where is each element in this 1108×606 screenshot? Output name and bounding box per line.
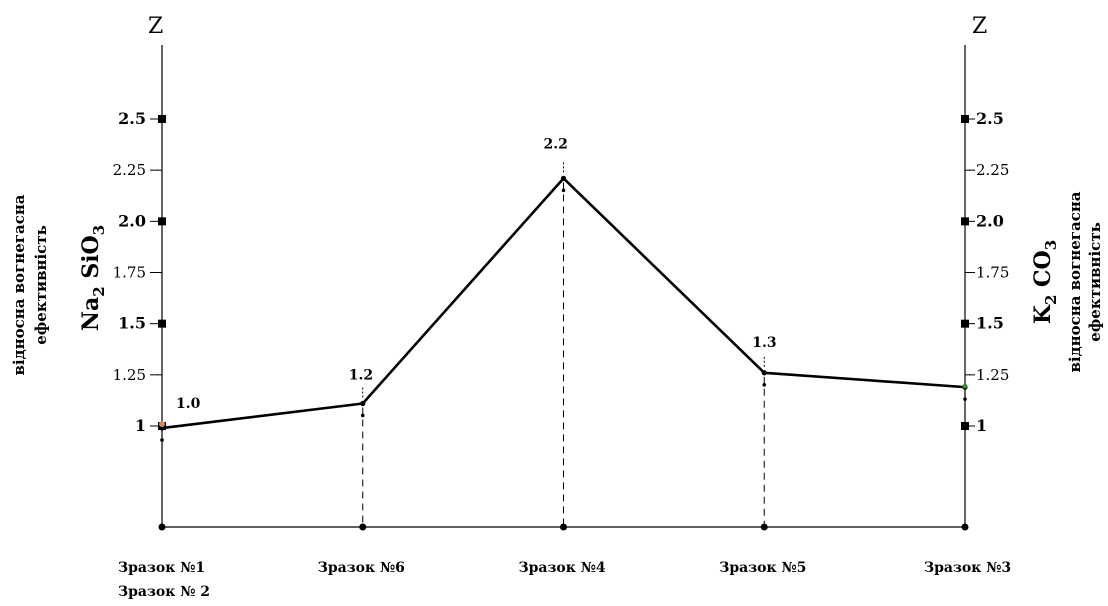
right-substance-sub2: 3 bbox=[1042, 240, 1060, 250]
point-marker-bottom bbox=[160, 438, 164, 442]
data-label: 1.0 bbox=[176, 396, 201, 412]
left-tick-label: 2.25 bbox=[113, 161, 146, 179]
data-point bbox=[560, 175, 567, 181]
right-substance-formula: K2 CO3 bbox=[1030, 240, 1060, 324]
left-tick-label: 1 bbox=[135, 416, 146, 435]
right-tick-square bbox=[961, 319, 969, 328]
right-tick-square bbox=[961, 217, 969, 226]
left-side-label: відносна вогнегасна ефективність bbox=[10, 194, 50, 375]
left-tick-square bbox=[158, 217, 166, 226]
right-axis-title: Z bbox=[972, 14, 987, 39]
right-tick-label: 1.25 bbox=[976, 366, 1009, 384]
right-substance-base1: K bbox=[1030, 304, 1056, 324]
category-label: Зразок №4 bbox=[519, 560, 606, 576]
right-tick-square bbox=[961, 422, 969, 430]
left-tick-square bbox=[158, 319, 166, 328]
left-axis-title: Z bbox=[148, 14, 163, 39]
guides-layer bbox=[362, 182, 765, 527]
category-label: Зразок №1 bbox=[118, 560, 205, 576]
right-tick-label: 2.25 bbox=[976, 161, 1009, 179]
left-side-label-line-1: відносна вогнегасна bbox=[10, 194, 28, 375]
left-substance-base2: SiO bbox=[78, 235, 104, 286]
data-label: 2.2 bbox=[544, 136, 568, 152]
left-tick-label: 2.5 bbox=[118, 109, 146, 128]
category-label: Зразок №5 bbox=[719, 560, 806, 576]
left-side-label-line-2: ефективність bbox=[32, 225, 50, 345]
category-dot bbox=[158, 523, 166, 531]
right-side-label-line-2: ефективність bbox=[1086, 222, 1104, 342]
data-label: 1.3 bbox=[752, 335, 776, 351]
right-substance-sub1: 2 bbox=[1042, 295, 1060, 305]
right-tick-label: 2.0 bbox=[976, 211, 1004, 230]
left-tick-label: 2.0 bbox=[118, 211, 146, 230]
labels-layer: Z Z 1 1.25 1.5 1.75 2.0 2.25 2.5 1 1.25 1.5 1.75 2.0 2… bbox=[10, 14, 1104, 600]
point-marker-bottom bbox=[762, 382, 767, 387]
first-point-accent bbox=[159, 421, 165, 428]
left-tick-label: 1.75 bbox=[113, 264, 146, 282]
data-label: 1.2 bbox=[349, 367, 373, 383]
left-substance-base1: Na bbox=[78, 297, 104, 331]
left-substance-sub1: 2 bbox=[90, 286, 108, 296]
right-substance: K2 CO3 bbox=[1030, 240, 1060, 324]
right-side-label: відносна вогнегасна ефективність bbox=[1066, 191, 1104, 372]
series-layer bbox=[159, 162, 968, 442]
left-substance: Na2 SiO3 bbox=[78, 225, 108, 331]
data-point bbox=[761, 370, 767, 376]
right-side-label-line-1: відносна вогнегасна bbox=[1066, 191, 1084, 372]
last-point-accent bbox=[962, 383, 968, 389]
data-point bbox=[360, 400, 366, 407]
left-substance-formula: Na2 SiO3 bbox=[78, 225, 108, 331]
category-label: Зразок №6 bbox=[318, 560, 405, 576]
category-dot bbox=[560, 523, 567, 531]
right-tick-label: 1.75 bbox=[976, 264, 1009, 282]
category-dot bbox=[961, 523, 969, 531]
category-label: Зразок №3 bbox=[924, 560, 1011, 576]
point-marker-bottom bbox=[963, 397, 967, 401]
left-substance-sub2: 3 bbox=[90, 225, 108, 235]
category-label: Зразок № 2 bbox=[118, 584, 210, 600]
right-tick-label: 1.5 bbox=[976, 314, 1004, 333]
point-marker-bottom bbox=[360, 413, 365, 418]
right-tick-label: 2.5 bbox=[976, 109, 1004, 128]
right-tick-label: 1 bbox=[976, 416, 987, 435]
axes-layer bbox=[150, 45, 975, 531]
point-marker-bottom bbox=[561, 188, 566, 193]
left-tick-label: 1.5 bbox=[118, 314, 146, 333]
left-tick-square bbox=[158, 115, 166, 123]
right-substance-base2: CO bbox=[1030, 250, 1056, 294]
category-dot bbox=[359, 523, 367, 531]
left-tick-label: 1.25 bbox=[113, 366, 146, 384]
right-tick-square bbox=[961, 115, 969, 123]
